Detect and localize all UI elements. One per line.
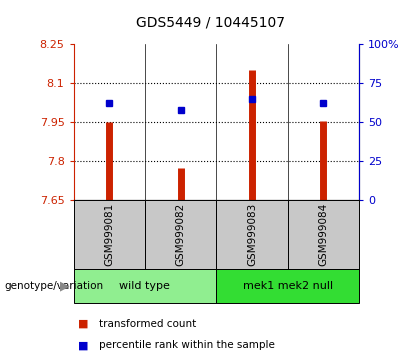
Text: ▶: ▶ bbox=[60, 279, 70, 292]
Text: GSM999081: GSM999081 bbox=[104, 203, 114, 266]
Bar bbox=[216, 269, 359, 303]
Bar bbox=[74, 200, 145, 269]
Bar bbox=[216, 200, 288, 269]
Text: GSM999082: GSM999082 bbox=[176, 203, 186, 266]
Text: GSM999083: GSM999083 bbox=[247, 203, 257, 266]
Text: percentile rank within the sample: percentile rank within the sample bbox=[99, 340, 275, 350]
Text: GDS5449 / 10445107: GDS5449 / 10445107 bbox=[136, 16, 284, 30]
Text: transformed count: transformed count bbox=[99, 319, 196, 329]
Bar bbox=[74, 269, 216, 303]
Bar bbox=[145, 200, 216, 269]
Text: GSM999084: GSM999084 bbox=[318, 203, 328, 266]
Text: ■: ■ bbox=[78, 319, 88, 329]
Text: wild type: wild type bbox=[119, 281, 171, 291]
Text: genotype/variation: genotype/variation bbox=[4, 281, 103, 291]
Text: ■: ■ bbox=[78, 340, 88, 350]
Bar bbox=[288, 200, 359, 269]
Text: mek1 mek2 null: mek1 mek2 null bbox=[243, 281, 333, 291]
